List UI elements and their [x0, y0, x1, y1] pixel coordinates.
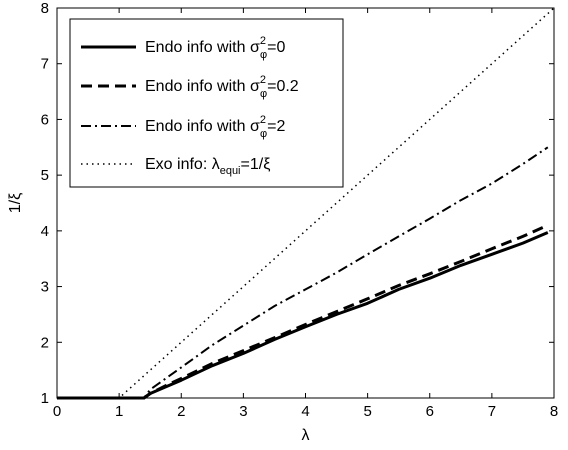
legend-subscript: equi: [220, 165, 241, 177]
x-tick-label: 5: [363, 403, 371, 420]
y-tick-label: 6: [41, 111, 49, 128]
y-tick-label: 5: [41, 167, 49, 184]
legend-text-prefix: Exo info: λ: [145, 156, 220, 173]
legend-text-suffix: =0: [267, 39, 285, 56]
x-tick-label: 8: [550, 403, 558, 420]
x-axis-label: λ: [302, 427, 310, 444]
y-tick-label: 2: [41, 334, 49, 351]
x-tick-label: 2: [177, 403, 185, 420]
legend-text-prefix: Endo info with σ: [145, 118, 260, 135]
x-tick-label: 1: [115, 403, 123, 420]
legend-superscript: 2: [260, 74, 266, 86]
legend-subscript: φ: [260, 49, 267, 61]
y-tick-label: 3: [41, 279, 49, 296]
x-tick-label: 6: [426, 403, 434, 420]
legend-text-prefix: Endo info with σ: [145, 39, 260, 56]
y-tick-label: 1: [41, 390, 49, 407]
legend-text-suffix: =1/ξ: [241, 156, 271, 173]
legend-text-suffix: =0.2: [267, 78, 299, 95]
x-tick-label: 3: [239, 403, 247, 420]
x-tick-label: 7: [488, 403, 496, 420]
legend-text-suffix: =2: [267, 118, 285, 135]
x-axis-ticks: 0 1 2 3 4 5 6 7 8: [53, 8, 558, 420]
series-line-2: [57, 223, 549, 400]
y-axis-label: 1/ξ: [7, 193, 24, 214]
legend-subscript: φ: [260, 128, 267, 140]
legend-label-3: Endo info with σ2 φ=2: [145, 114, 285, 140]
legend-superscript: 2: [260, 114, 266, 126]
legend-text-prefix: Endo info with σ: [145, 78, 260, 95]
legend-label-4: Exo info: λequi=1/ξ: [145, 156, 270, 177]
x-tick-label: 0: [53, 403, 61, 420]
y-tick-label: 8: [41, 0, 49, 17]
series-line-4: [57, 7, 555, 399]
x-tick-label: 4: [301, 403, 309, 420]
legend-subscript: φ: [260, 88, 267, 100]
y-tick-label: 7: [41, 56, 49, 73]
y-tick-label: 4: [41, 223, 49, 240]
legend-label-1: Endo info with σ2 φ=0: [145, 35, 285, 61]
legend-superscript: 2: [260, 35, 266, 47]
legend-label-2: Endo info with σ2 φ=0.2: [145, 74, 299, 100]
y-axis-ticks: 1 2 3 4 5 6 7 8: [41, 0, 554, 407]
